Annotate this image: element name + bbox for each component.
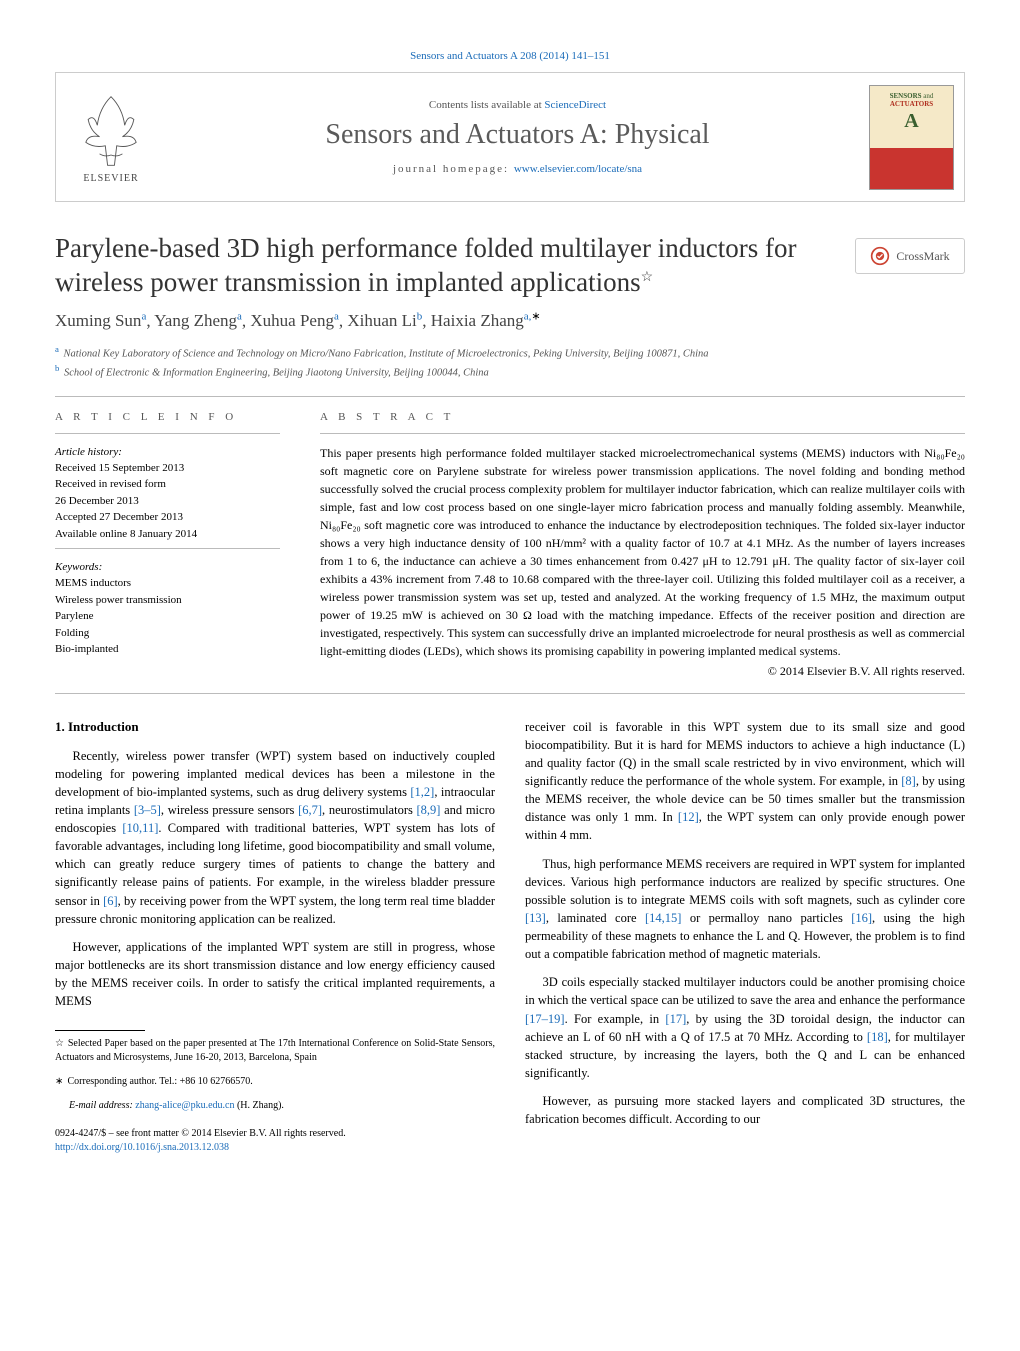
- author: Haixia Zhanga,∗: [431, 311, 541, 330]
- author: Xihuan Lib: [347, 311, 422, 330]
- citation-link[interactable]: [6,7]: [298, 803, 322, 817]
- author: Yang Zhenga: [154, 311, 242, 330]
- cover-actuators-text: ACTUATORS: [890, 100, 933, 108]
- author: Xuhua Penga: [250, 311, 338, 330]
- citation-link[interactable]: [18]: [867, 1030, 888, 1044]
- citation-link[interactable]: [1,2]: [410, 785, 434, 799]
- citation-link[interactable]: [13]: [525, 911, 546, 925]
- body-paragraph: However, as pursuing more stacked layers…: [525, 1092, 965, 1128]
- keyword: Parylene: [55, 608, 280, 625]
- divider: [55, 433, 280, 434]
- author: Xuming Suna: [55, 311, 146, 330]
- journal-homepage-line: journal homepage: www.elsevier.com/locat…: [166, 163, 869, 175]
- abstract-text: This paper presents high performance fol…: [320, 444, 965, 660]
- keywords-label: Keywords:: [55, 561, 280, 573]
- history-line: Received 15 September 2013: [55, 460, 280, 477]
- footnote-email: E-mail address: zhang-alice@pku.edu.cn (…: [55, 1099, 495, 1113]
- elsevier-label: ELSEVIER: [83, 173, 138, 184]
- doi-link[interactable]: http://dx.doi.org/10.1016/j.sna.2013.12.…: [55, 1141, 495, 1155]
- article-title: Parylene-based 3D high performance folde…: [55, 232, 843, 300]
- corresponding-mark: ∗: [531, 311, 540, 323]
- section-heading-introduction: 1. Introduction: [55, 718, 495, 737]
- body-paragraph: Thus, high performance MEMS receivers ar…: [525, 855, 965, 964]
- citation-link[interactable]: [10,11]: [122, 821, 158, 835]
- citation-link[interactable]: [14,15]: [645, 911, 681, 925]
- citation-link[interactable]: [17–19]: [525, 1012, 565, 1026]
- abstract-copyright: © 2014 Elsevier B.V. All rights reserved…: [320, 664, 965, 679]
- citation-link[interactable]: [8]: [901, 774, 916, 788]
- homepage-prefix: journal homepage:: [393, 163, 514, 175]
- article-info-block: A R T I C L E I N F O Article history: R…: [55, 411, 280, 679]
- elsevier-logo: ELSEVIER: [56, 73, 166, 201]
- keyword: Folding: [55, 625, 280, 642]
- footnote-rule: [55, 1030, 145, 1031]
- crossmark-label: CrossMark: [896, 249, 949, 264]
- homepage-url[interactable]: www.elsevier.com/locate/sna: [514, 163, 642, 175]
- contents-prefix: Contents lists available at: [429, 99, 544, 111]
- history-line: Accepted 27 December 2013: [55, 509, 280, 526]
- history-label: Article history:: [55, 446, 280, 458]
- elsevier-tree-icon: [76, 91, 146, 171]
- abstract-heading: A B S T R A C T: [320, 411, 965, 423]
- authors-line: Xuming Suna, Yang Zhenga, Xuhua Penga, X…: [55, 310, 965, 332]
- divider: [55, 693, 965, 694]
- contents-list-line: Contents lists available at ScienceDirec…: [166, 99, 869, 111]
- divider: [320, 433, 965, 434]
- article-info-heading: A R T I C L E I N F O: [55, 411, 280, 423]
- body-paragraph: Recently, wireless power transfer (WPT) …: [55, 747, 495, 928]
- email-link[interactable]: zhang-alice@pku.edu.cn: [135, 1100, 234, 1111]
- citation-link[interactable]: [12]: [678, 810, 699, 824]
- issue-citation[interactable]: Sensors and Actuators A 208 (2014) 141–1…: [55, 50, 965, 62]
- citation-link[interactable]: [6]: [103, 894, 118, 908]
- citation-link[interactable]: [3–5]: [134, 803, 161, 817]
- body-column-right: receiver coil is favorable in this WPT s…: [525, 718, 965, 1156]
- citation-link[interactable]: [17]: [665, 1012, 686, 1026]
- citation-link[interactable]: [16]: [851, 911, 872, 925]
- footnote-star: ☆ Selected Paper based on the paper pres…: [55, 1037, 495, 1065]
- crossmark-badge[interactable]: CrossMark: [855, 238, 965, 274]
- footer-meta: 0924-4247/$ – see front matter © 2014 El…: [55, 1127, 495, 1155]
- cover-letter-a: A: [904, 110, 918, 133]
- body-paragraph: 3D coils especially stacked multilayer i…: [525, 973, 965, 1082]
- body-column-left: 1. Introduction Recently, wireless power…: [55, 718, 495, 1156]
- affiliations: a National Key Laboratory of Science and…: [55, 343, 965, 382]
- affiliation-b: School of Electronic & Information Engin…: [64, 368, 489, 379]
- history-line: Available online 8 January 2014: [55, 526, 280, 543]
- journal-title: Sensors and Actuators A: Physical: [166, 119, 869, 151]
- divider: [55, 396, 965, 397]
- abstract-block: A B S T R A C T This paper presents high…: [320, 411, 965, 679]
- sciencedirect-link[interactable]: ScienceDirect: [544, 99, 606, 111]
- front-matter-line: 0924-4247/$ – see front matter © 2014 El…: [55, 1127, 495, 1141]
- crossmark-icon: [870, 246, 890, 266]
- journal-cover-thumb: SENSORS and ACTUATORS A: [869, 85, 954, 190]
- citation-link[interactable]: [8,9]: [417, 803, 441, 817]
- affiliation-a: National Key Laboratory of Science and T…: [64, 349, 709, 360]
- divider: [55, 548, 280, 549]
- body-paragraph: However, applications of the implanted W…: [55, 938, 495, 1011]
- keyword: Bio-implanted: [55, 641, 280, 658]
- keyword: MEMS inductors: [55, 575, 280, 592]
- journal-header: ELSEVIER Contents lists available at Sci…: [55, 72, 965, 202]
- cover-sensors-text: SENSORS and: [890, 92, 934, 100]
- keyword: Wireless power transmission: [55, 592, 280, 609]
- history-line: 26 December 2013: [55, 493, 280, 510]
- footnote-corresponding: ∗ Corresponding author. Tel.: +86 10 627…: [55, 1075, 495, 1089]
- body-paragraph: receiver coil is favorable in this WPT s…: [525, 718, 965, 845]
- history-line: Received in revised form: [55, 476, 280, 493]
- title-footnote-star: ☆: [641, 270, 654, 285]
